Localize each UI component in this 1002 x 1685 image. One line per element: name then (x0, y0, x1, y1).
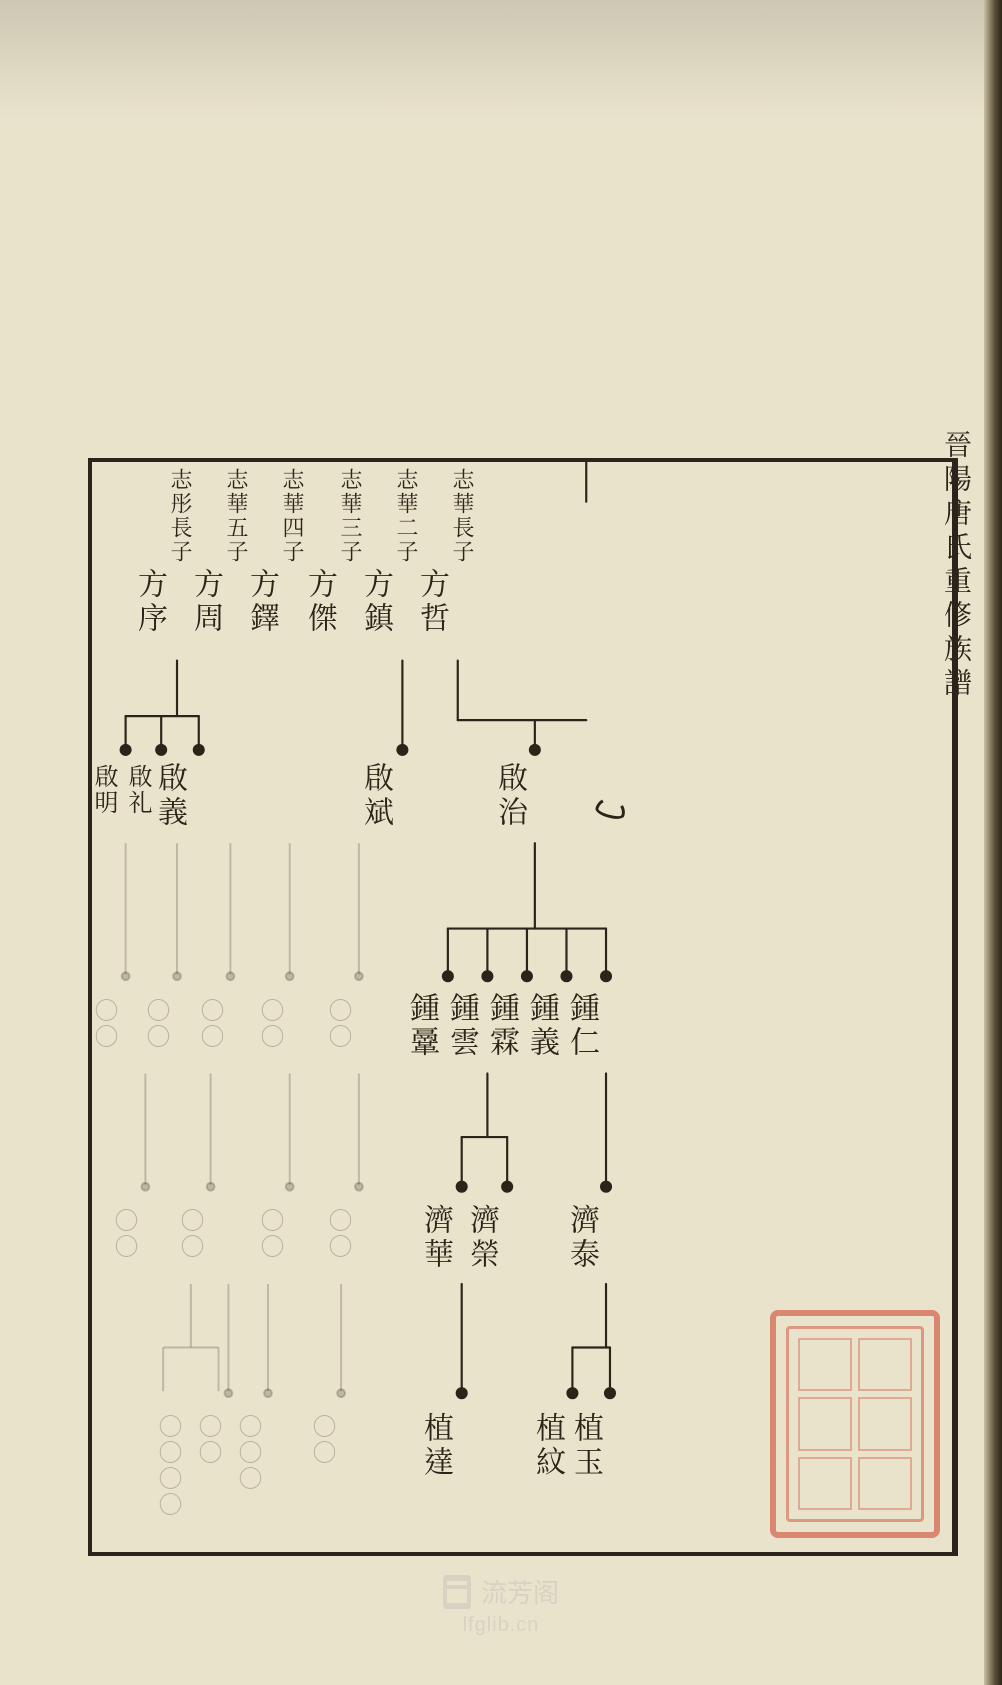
watermark: 流芳阁 lfglib.cn (0, 1573, 1002, 1637)
faint-g3-2: 〇〇 (200, 998, 224, 1050)
ink-loop-mark (594, 794, 628, 821)
book-icon (443, 1575, 471, 1609)
watermark-brand: 流芳阁 (481, 1573, 559, 1610)
g1-label-0: 志華長子 (452, 468, 474, 564)
faint-g3-0: 〇〇 (328, 998, 352, 1050)
g1-label-2: 志華三子 (340, 468, 362, 564)
watermark-row1: 流芳阁 (443, 1573, 559, 1610)
g5-0: 植玉 (574, 1412, 604, 1480)
g1-name-1: 方鎮 (364, 568, 394, 636)
g5-2: 植達 (424, 1412, 454, 1480)
g1-name-3: 方鐸 (250, 568, 280, 636)
g3-1: 鍾義 (530, 992, 560, 1060)
red-seal (770, 1310, 940, 1538)
g1-name-4: 方周 (194, 568, 224, 636)
watermark-url: lfglib.cn (463, 1614, 540, 1637)
g3-0: 鍾仁 (570, 992, 600, 1060)
g4-2: 濟華 (424, 1204, 454, 1272)
g3-4: 鍾鞷 (410, 992, 440, 1060)
faint-g4-0: 〇〇 (328, 1208, 352, 1260)
g1-label-3: 志華四子 (282, 468, 304, 564)
book-gutter (984, 0, 1002, 1685)
g3-3: 鍾雲 (450, 992, 480, 1060)
faint-g5-2: 〇〇 (198, 1414, 222, 1466)
g1-name-5: 方序 (138, 568, 168, 636)
g2-qili: 啟礼 (128, 764, 152, 816)
faint-g3-1: 〇〇 (260, 998, 284, 1050)
faint-g3-3: 〇〇 (146, 998, 170, 1050)
faint-g5-3: 〇〇〇〇 (158, 1414, 182, 1518)
g2-qibin: 啟斌 (364, 762, 394, 830)
g1-label-5: 志彤長子 (170, 468, 192, 564)
g1-label-1: 志華二子 (396, 468, 418, 564)
g3-2: 鍾霖 (490, 992, 520, 1060)
g2-qizhi: 啟治 (498, 762, 528, 830)
g5-1: 植紋 (536, 1412, 566, 1480)
g1-label-4: 志華五子 (226, 468, 248, 564)
faint-g5-0: 〇〇 (312, 1414, 336, 1466)
faint-g3-4: 〇〇 (94, 998, 118, 1050)
faint-g5-1: 〇〇〇 (238, 1414, 262, 1492)
g4-0: 濟泰 (570, 1204, 600, 1272)
g2-qiming: 啟明 (94, 764, 118, 816)
g4-1: 濟榮 (470, 1204, 500, 1272)
faint-g4-1: 〇〇 (260, 1208, 284, 1260)
faint-g4-3: 〇〇 (114, 1208, 138, 1260)
g2-qiyi: 啟義 (158, 762, 188, 830)
page-top-shadow (0, 0, 1002, 120)
red-seal-grid (798, 1338, 912, 1510)
g1-name-2: 方傑 (308, 568, 338, 636)
g1-name-0: 方哲 (420, 568, 450, 636)
faint-g4-2: 〇〇 (180, 1208, 204, 1260)
